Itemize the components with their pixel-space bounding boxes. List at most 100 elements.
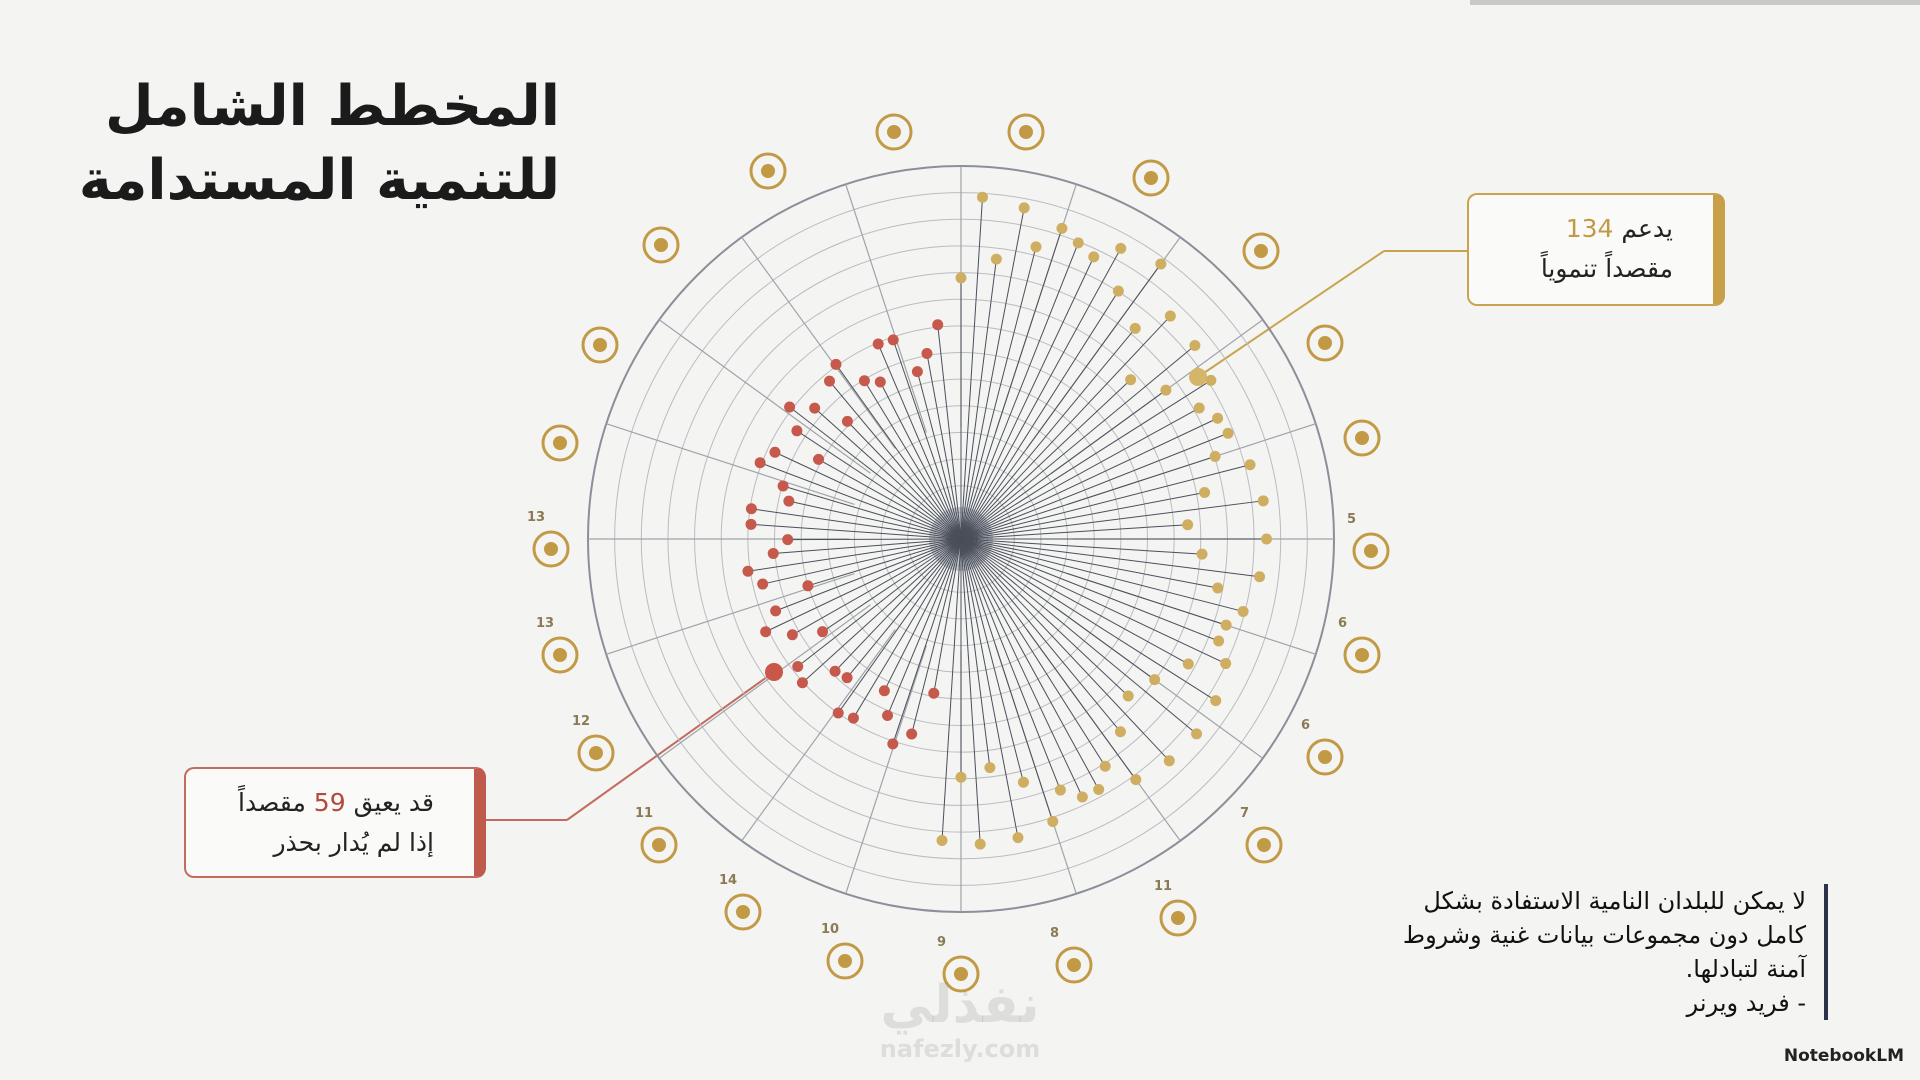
icon-shape [553, 648, 567, 662]
spoke-dot [1149, 674, 1161, 686]
spoke [960, 538, 1155, 681]
spoke-dot [936, 834, 948, 846]
spoke-dot [802, 580, 814, 592]
spoke-dot [1030, 241, 1042, 253]
spoke [960, 524, 1188, 540]
spoke-dot [813, 453, 825, 465]
icon-shape [954, 967, 968, 981]
spoke-dot [1209, 450, 1221, 462]
sdg-icon [1007, 113, 1045, 151]
spoke-dot [878, 685, 890, 697]
spoke [960, 538, 1219, 642]
icon-label: 7 [1240, 806, 1249, 821]
callout-text: مقصداً [238, 788, 306, 817]
spoke-dot [777, 480, 789, 492]
icon-label: 12 [572, 714, 590, 729]
quote-author: - فريد ويرنر [1686, 989, 1806, 1017]
spoke-dot [1237, 605, 1249, 617]
spoke [916, 371, 962, 540]
sdg-icon: 8 [1050, 926, 1093, 984]
sdg-icon [581, 326, 619, 364]
spoke [765, 538, 962, 633]
title: المخطط الشامل للتنمية المستدامة [79, 70, 560, 218]
spoke-dot [1189, 340, 1201, 352]
icon-shape [736, 905, 750, 919]
spoke [960, 500, 1264, 540]
spoke-dot [1047, 815, 1059, 827]
spoke [789, 406, 962, 540]
sdg-icon: 14 [719, 873, 762, 931]
icon-shape [1318, 750, 1332, 764]
spoke-dot [906, 728, 918, 740]
spoke-dot [770, 605, 782, 617]
sdg-icon [1132, 159, 1170, 197]
spoke [960, 538, 1217, 702]
spoke-dot [1115, 242, 1127, 254]
spoke-dot [882, 710, 894, 722]
spoke [960, 538, 1054, 822]
spoke-dot [887, 738, 899, 750]
spoke [807, 538, 962, 587]
spoke-dot [784, 401, 796, 413]
icon-label: 11 [635, 806, 653, 821]
spoke-dot [955, 272, 967, 284]
icon-shape [1007, 113, 1045, 151]
sdg-icon: 10 [821, 922, 864, 980]
hinder-callout: قد يعيق 59 مقصداً إذا لم يُدار بحذر [184, 767, 486, 878]
spoke [960, 538, 1121, 733]
spoke [960, 379, 1212, 540]
spoke-dot [796, 677, 808, 689]
spoke-dot [1114, 726, 1126, 738]
sdg-icon [541, 424, 579, 462]
spoke [892, 339, 962, 540]
icon-shape [593, 338, 607, 352]
icon-shape [532, 530, 570, 568]
spoke-dot [1220, 658, 1232, 670]
spoke [960, 407, 1200, 540]
title-line: للتنمية المستدامة [78, 148, 560, 213]
watermark-en: nafezly.com [879, 1035, 1041, 1063]
spoke-dot [1012, 832, 1024, 844]
sdg-icon: 5 [1347, 512, 1390, 570]
icon-shape [875, 113, 913, 151]
spoke-dot [823, 375, 835, 387]
icon-shape [1159, 899, 1197, 937]
spoke-dot [1205, 374, 1217, 386]
grid-spoke [845, 184, 927, 433]
spoke-dot [1210, 695, 1222, 707]
icon-shape [541, 636, 579, 674]
spoke [960, 538, 991, 768]
spoke [960, 345, 1196, 540]
spoke [775, 538, 962, 612]
sdg-icon [1242, 232, 1280, 270]
spoke [960, 455, 1216, 540]
spoke-dot [809, 402, 821, 414]
spoke [887, 538, 962, 716]
spoke-dot [742, 565, 754, 577]
sdg-icon [1343, 419, 1381, 457]
spoke [960, 256, 1095, 540]
highlight-dot [1189, 368, 1207, 386]
spoke-dot [974, 838, 986, 850]
icon-shape [1254, 244, 1268, 258]
icon-shape [581, 326, 619, 364]
icon-label: 5 [1347, 512, 1356, 527]
callout-number: 134 [1565, 214, 1614, 243]
spoke [960, 538, 1137, 780]
spoke-dot [990, 253, 1002, 265]
spoke-dot [1182, 519, 1194, 531]
spoke-dot [1196, 548, 1208, 560]
spoke-dot [1244, 459, 1256, 471]
icon-shape [942, 955, 980, 993]
spoke-dot [1212, 412, 1224, 424]
watermark-ar: نفذلي [880, 975, 1040, 1035]
icon-shape [589, 746, 603, 760]
spoke-dot [1222, 427, 1234, 439]
icon-shape [1306, 738, 1344, 776]
spoke [846, 538, 962, 678]
spoke [818, 458, 962, 540]
spoke [762, 538, 962, 585]
spoke [759, 462, 962, 540]
spoke-dot [745, 503, 757, 515]
spoke [960, 228, 1063, 540]
